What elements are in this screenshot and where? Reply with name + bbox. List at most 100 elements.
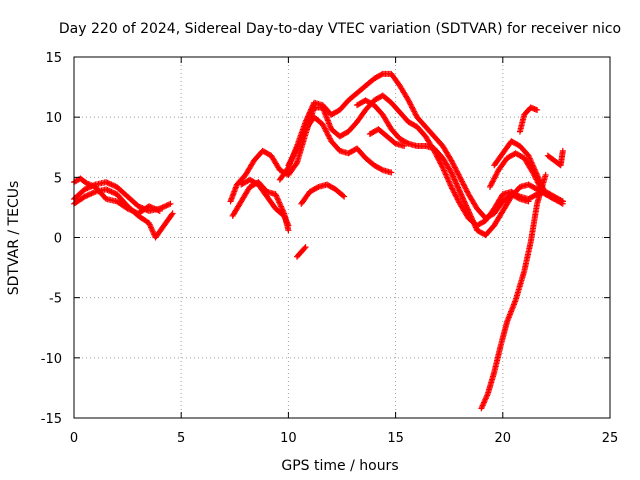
data-point	[463, 203, 470, 210]
data-point	[111, 189, 118, 196]
data-point	[467, 212, 474, 219]
data-point	[281, 212, 288, 219]
data-point	[449, 172, 456, 179]
data-point	[465, 208, 472, 215]
data-point	[559, 198, 566, 205]
data-point	[89, 189, 96, 196]
data-point	[88, 190, 95, 197]
data-point	[525, 152, 532, 159]
x-tick-label: 10	[280, 431, 297, 446]
data-point	[538, 186, 545, 193]
y-axis-label: SDTVAR / TECUs	[6, 181, 22, 296]
data-point	[308, 105, 315, 112]
data-point	[404, 139, 411, 146]
data-point	[151, 205, 158, 212]
data-point	[276, 199, 283, 206]
data-point	[135, 203, 142, 210]
data-point	[150, 205, 157, 212]
data-point	[466, 209, 473, 216]
data-point	[284, 221, 291, 228]
data-point	[302, 118, 309, 125]
data-point	[163, 202, 170, 209]
data-point	[440, 167, 447, 174]
data-point	[447, 182, 454, 189]
data-point	[469, 216, 476, 223]
data-point	[295, 142, 302, 149]
x-tick-label: 20	[495, 431, 512, 446]
data-point	[124, 205, 131, 212]
data-point	[445, 177, 452, 184]
data-point	[452, 179, 459, 186]
data-point	[444, 175, 451, 182]
data-point	[439, 164, 446, 171]
data-point	[298, 134, 305, 141]
data-point	[283, 218, 290, 225]
data-point	[472, 223, 479, 230]
data-point	[306, 110, 313, 117]
data-point	[303, 116, 310, 123]
data-point	[273, 193, 280, 200]
data-point	[455, 184, 462, 191]
data-point	[446, 179, 453, 186]
axis-ticks: 0 5 10 15 20 25 -15 -10 -5 0 5 10 15	[41, 51, 619, 446]
y-tick-label: 5	[54, 171, 62, 186]
data-point	[453, 181, 460, 188]
data-point	[461, 198, 468, 205]
data-point	[156, 208, 163, 215]
data-point	[146, 203, 153, 210]
data-point	[464, 205, 471, 212]
data-point	[442, 170, 449, 177]
data-point	[107, 180, 114, 187]
data-point	[527, 156, 534, 163]
data-point	[272, 191, 279, 198]
data-point	[273, 192, 280, 199]
data-point	[441, 168, 448, 175]
data-point	[296, 139, 303, 146]
data-point	[278, 204, 285, 211]
data-point	[293, 161, 300, 168]
data-point	[278, 203, 285, 210]
data-point	[443, 172, 450, 179]
data-point	[340, 192, 347, 199]
data-point	[298, 135, 305, 142]
chart-title: Day 220 of 2024, Sidereal Day-to-day VTE…	[59, 21, 621, 37]
data-point	[305, 113, 312, 120]
series-track-q	[366, 126, 408, 150]
data-point	[458, 191, 465, 198]
data-point	[107, 188, 114, 195]
data-point	[109, 189, 116, 196]
data-point	[453, 180, 460, 187]
data-point	[274, 196, 281, 203]
data-point	[275, 198, 282, 205]
data-point	[169, 210, 176, 217]
data-point	[455, 186, 462, 193]
data-point	[461, 199, 468, 206]
data-point	[105, 187, 112, 194]
data-point	[341, 193, 348, 200]
data-point	[301, 245, 308, 252]
data-point	[309, 103, 316, 110]
series-track-p	[544, 147, 566, 169]
data-point	[541, 188, 548, 195]
data-point	[281, 214, 288, 221]
data-point	[527, 158, 534, 165]
data-point	[152, 206, 159, 213]
data-point	[148, 204, 155, 211]
data-point	[448, 169, 455, 176]
data-point	[103, 179, 110, 186]
data-point	[300, 131, 307, 138]
series-track-l	[478, 171, 549, 412]
data-point	[528, 159, 535, 166]
data-point	[83, 185, 90, 192]
data-point	[274, 195, 281, 202]
data-point	[459, 194, 466, 201]
data-point	[306, 109, 313, 116]
data-point	[155, 207, 162, 214]
series-track-f	[285, 114, 395, 176]
data-point	[451, 176, 458, 183]
data-point	[129, 208, 136, 215]
data-point	[136, 203, 143, 210]
data-point	[534, 106, 541, 113]
x-tick-label: 15	[387, 431, 404, 446]
data-point	[515, 195, 522, 202]
